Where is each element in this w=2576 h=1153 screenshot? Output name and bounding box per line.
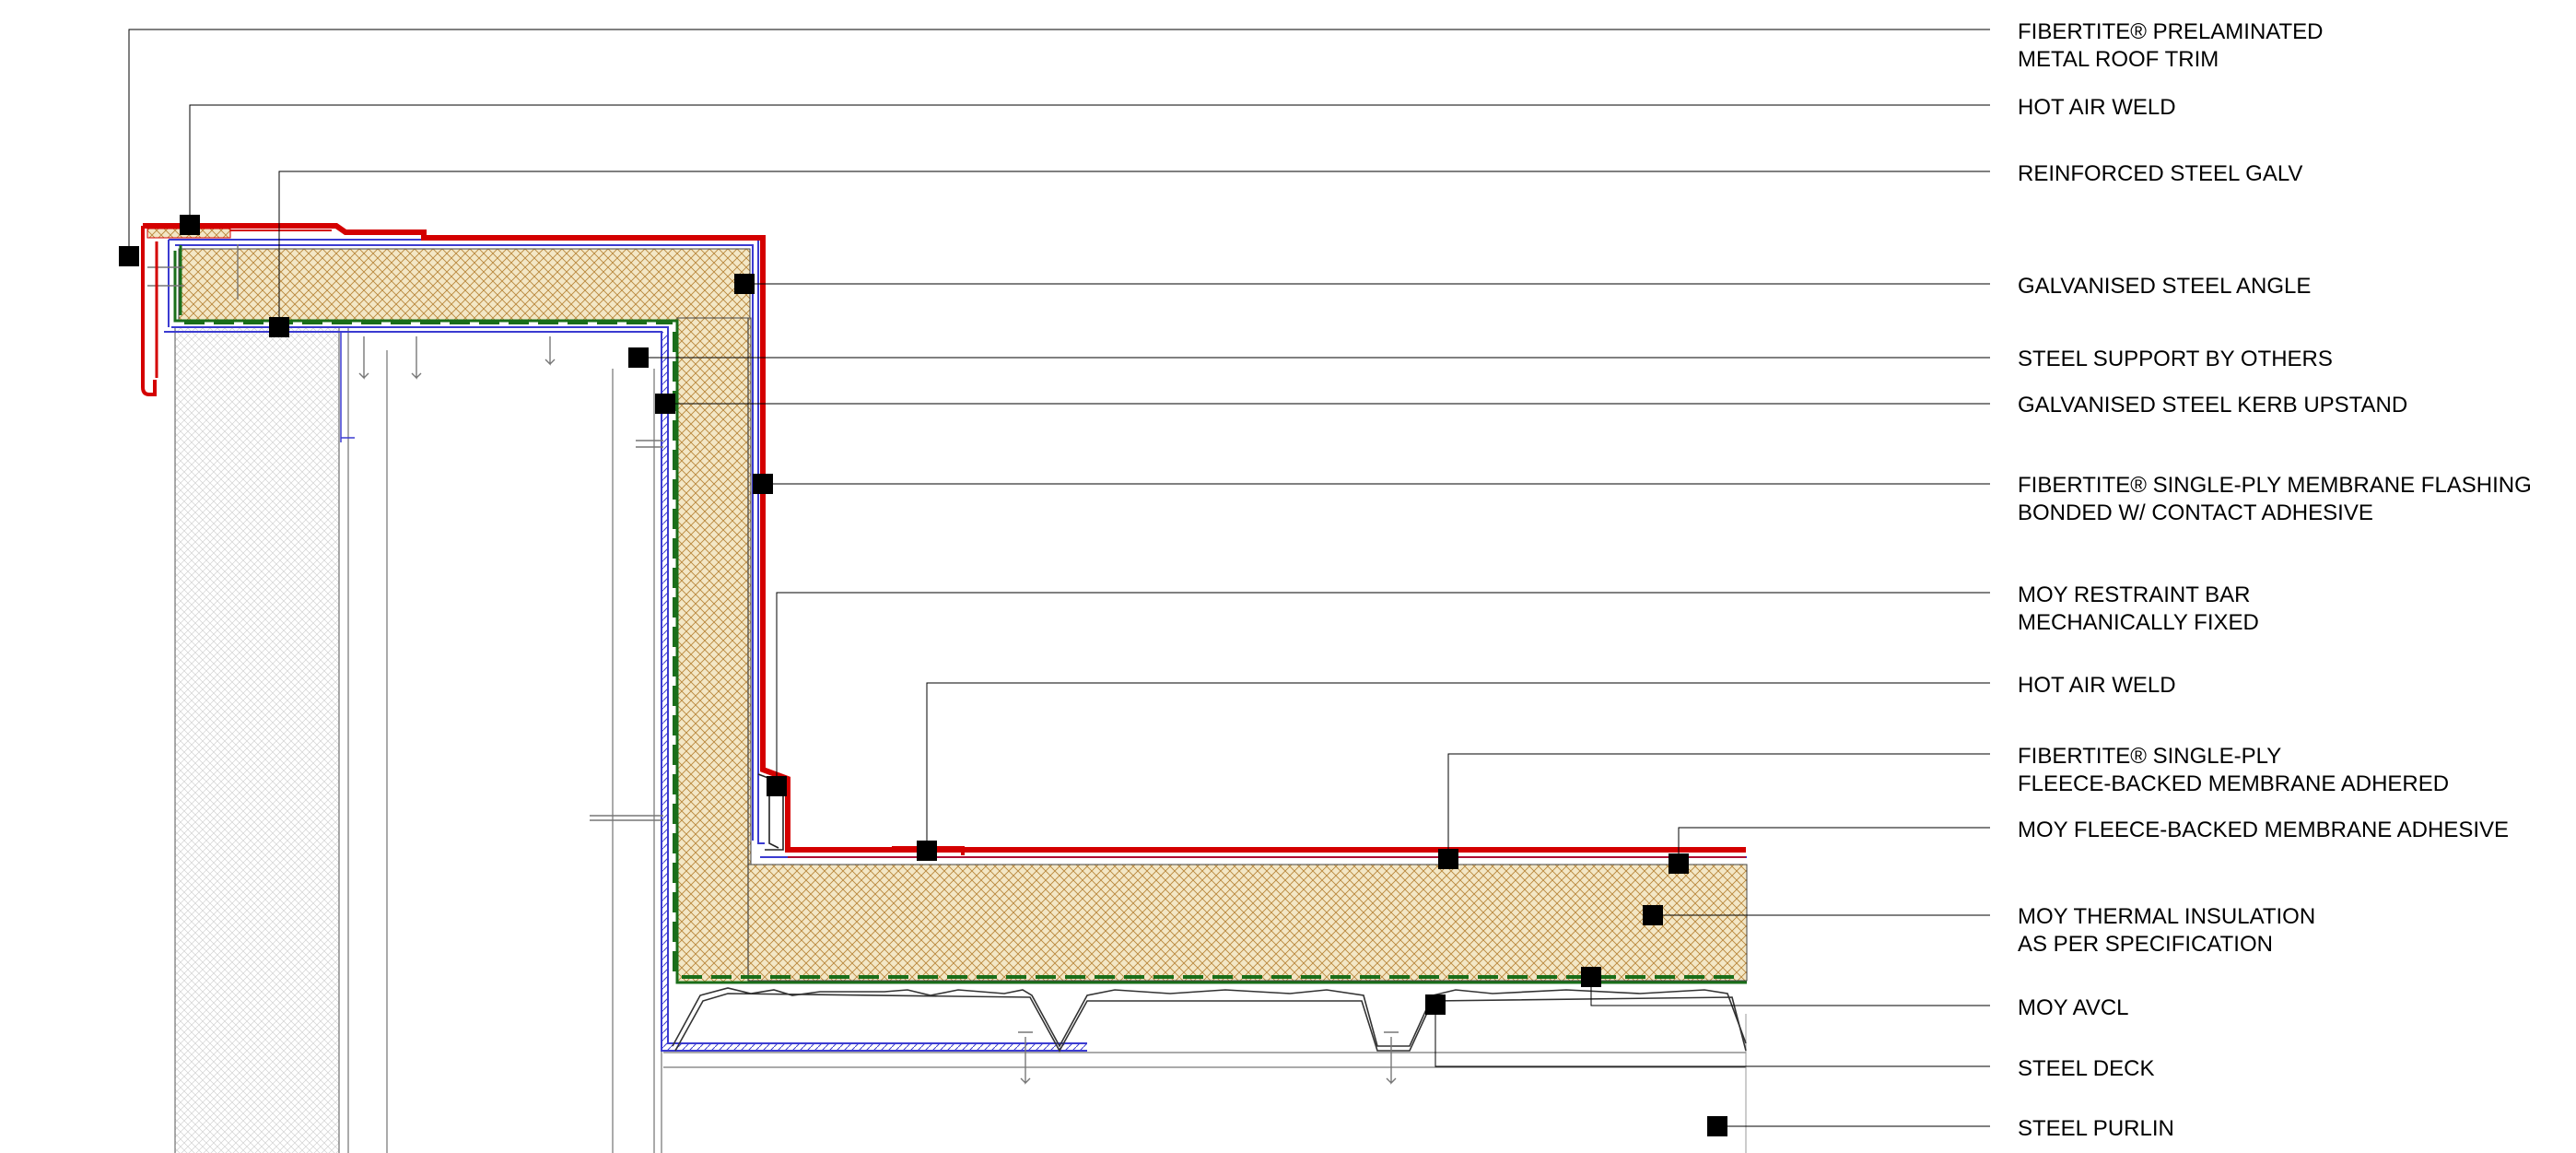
leader-hot-air-weld-bottom — [926, 682, 1990, 851]
marker-restraint-bar — [767, 776, 787, 796]
label-steel-support: STEEL SUPPORT BY OTHERS — [2018, 347, 2333, 371]
leader-prelaminated-metal-trim — [128, 29, 1990, 256]
leader-membrane-adhesive — [1678, 827, 1990, 864]
label-line: MOY RESTRAINT BAR — [2018, 582, 2251, 607]
marker-steel-purlin — [1707, 1116, 1727, 1136]
fixings-screws — [147, 244, 1399, 1085]
label-line: MECHANICALLY FIXED — [2018, 610, 2259, 635]
label-membrane-adhesive: MOY FLEECE-BACKED MEMBRANE ADHESIVE — [2018, 818, 2509, 842]
label-line: STEEL DECK — [2018, 1056, 2155, 1081]
roof-insulation-board — [747, 318, 1748, 982]
label-line: MOY FLEECE-BACKED MEMBRANE ADHESIVE — [2018, 818, 2509, 842]
leader-hot-air-weld-top — [189, 104, 1990, 225]
label-hot-air-weld-bottom: HOT AIR WELD — [2018, 673, 2176, 698]
label-fleece-backed-membrane: FIBERTITE® SINGLE-PLY FLEECE-BACKED MEMBR… — [2018, 744, 2449, 796]
leader-steel-deck — [1434, 1005, 1990, 1067]
single-ply-membrane — [141, 223, 1746, 858]
callout-leaders — [119, 29, 1990, 1136]
label-prelaminated-metal-trim: FIBERTITE® PRELAMINATED METAL ROOF TRIM — [2018, 19, 2324, 72]
label-steel-deck: STEEL DECK — [2018, 1056, 2155, 1081]
label-line: METAL ROOF TRIM — [2018, 47, 2219, 72]
left-wall-panel — [174, 326, 388, 1153]
marker-membrane-flashing — [753, 474, 773, 494]
kerb-top-insulation — [178, 248, 751, 322]
label-line: MOY THERMAL INSULATION — [2018, 904, 2315, 929]
marker-steel-support — [628, 347, 649, 368]
label-avcl: MOY AVCL — [2018, 995, 2129, 1020]
leader-fleece-backed-membrane — [1447, 753, 1990, 859]
steel-deck-profile — [672, 987, 1747, 1053]
label-line: GALVANISED STEEL ANGLE — [2018, 274, 2311, 299]
label-line: FLEECE-BACKED MEMBRANE ADHERED — [2018, 771, 2449, 796]
label-galvanised-steel-angle: GALVANISED STEEL ANGLE — [2018, 274, 2311, 299]
label-line: GALVANISED STEEL KERB UPSTAND — [2018, 393, 2407, 418]
marker-avcl — [1581, 967, 1601, 987]
label-hot-air-weld-top: HOT AIR WELD — [2018, 95, 2176, 120]
marker-steel-deck — [1425, 994, 1446, 1015]
marker-kerb-upstand — [655, 394, 675, 414]
marker-hot-air-weld-top — [180, 215, 200, 235]
label-line: FIBERTITE® PRELAMINATED — [2018, 19, 2324, 44]
label-line: FIBERTITE® SINGLE-PLY — [2018, 744, 2281, 769]
marker-membrane-adhesive — [1669, 853, 1689, 874]
label-line: HOT AIR WELD — [2018, 673, 2176, 698]
label-reinforced-steel-galv: REINFORCED STEEL GALV — [2018, 161, 2302, 186]
label-restraint-bar: MOY RESTRAINT BAR MECHANICALLY FIXED — [2018, 582, 2259, 635]
marker-fleece-backed-membrane — [1438, 849, 1458, 869]
marker-hot-air-weld-bottom — [917, 841, 937, 861]
label-line: BONDED W/ CONTACT ADHESIVE — [2018, 500, 2373, 525]
label-line: HOT AIR WELD — [2018, 95, 2176, 120]
kerb-upstand-insulation — [676, 317, 752, 982]
label-line: MOY AVCL — [2018, 995, 2129, 1020]
label-steel-purlin: STEEL PURLIN — [2018, 1116, 2174, 1141]
marker-thermal-insulation — [1643, 905, 1663, 925]
label-thermal-insulation: MOY THERMAL INSULATION AS PER SPECIFICATI… — [2018, 904, 2315, 957]
leader-restraint-bar — [776, 592, 1990, 786]
marker-reinforced-steel-galv — [269, 317, 289, 337]
label-line: STEEL SUPPORT BY OTHERS — [2018, 347, 2333, 371]
label-kerb-upstand: GALVANISED STEEL KERB UPSTAND — [2018, 393, 2407, 418]
label-line: AS PER SPECIFICATION — [2018, 932, 2273, 957]
marker-galvanised-steel-angle — [734, 274, 755, 294]
leader-reinforced-steel-galv — [278, 171, 1990, 327]
marker-prelaminated-metal-trim — [119, 246, 139, 266]
label-membrane-flashing: FIBERTITE® SINGLE-PLY MEMBRANE FLASHING B… — [2018, 473, 2532, 525]
avcl-layer — [173, 245, 1747, 984]
label-line: FIBERTITE® SINGLE-PLY MEMBRANE FLASHING — [2018, 473, 2532, 498]
callout-labels: FIBERTITE® PRELAMINATED METAL ROOF TRIM HO… — [2018, 19, 2532, 1141]
label-line: REINFORCED STEEL GALV — [2018, 161, 2302, 186]
internal-steel-frame — [340, 332, 1747, 1153]
label-line: STEEL PURLIN — [2018, 1116, 2174, 1141]
